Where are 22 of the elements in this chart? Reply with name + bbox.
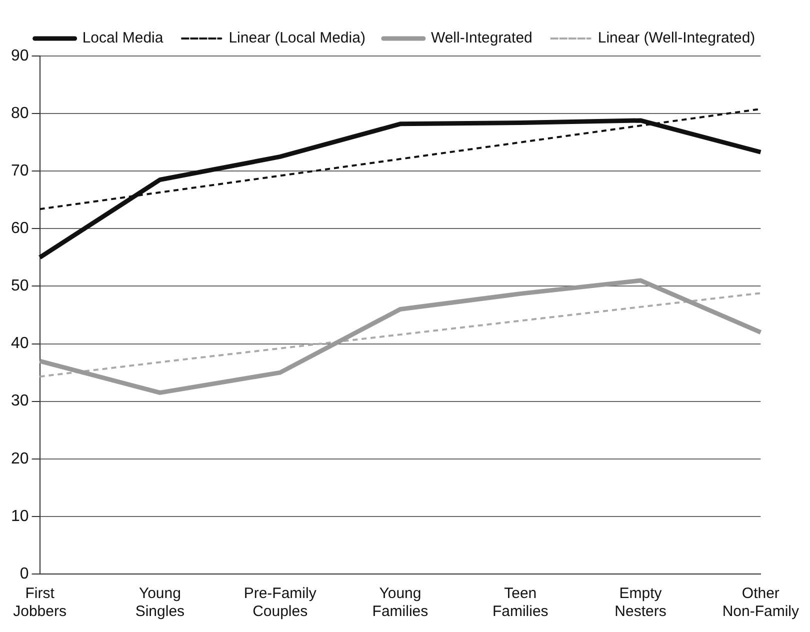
y-tick-label: 50 bbox=[11, 278, 29, 295]
legend-label: Linear (Well-Integrated) bbox=[598, 30, 756, 47]
y-tick-label: 90 bbox=[11, 47, 29, 64]
y-tick-label: 70 bbox=[11, 162, 29, 180]
x-tick-label: Empty Nesters bbox=[614, 585, 666, 620]
y-tick-label: 80 bbox=[11, 104, 29, 122]
y-tick-label: 0 bbox=[20, 565, 29, 582]
x-tick-label: First Jobbers bbox=[13, 585, 66, 620]
legend-label: Local Media bbox=[82, 30, 164, 47]
x-tick-label: Pre-Family Couples bbox=[244, 585, 317, 620]
x-tick-label: Young Families bbox=[372, 585, 428, 620]
x-tick-label: Young Singles bbox=[135, 585, 185, 620]
legend-label: Well-Integrated bbox=[430, 30, 532, 47]
y-tick-label: 60 bbox=[11, 220, 29, 238]
x-tick-label: Teen Families bbox=[492, 585, 548, 620]
y-tick-label: 40 bbox=[11, 335, 29, 352]
y-tick-label: 30 bbox=[11, 392, 29, 410]
legend-label: Linear (Local Media) bbox=[228, 30, 366, 47]
y-tick-label: 10 bbox=[11, 508, 29, 525]
y-tick-label: 20 bbox=[11, 450, 29, 468]
x-tick-label: Other Non-Family bbox=[722, 585, 800, 620]
line-series bbox=[38, 292, 762, 378]
